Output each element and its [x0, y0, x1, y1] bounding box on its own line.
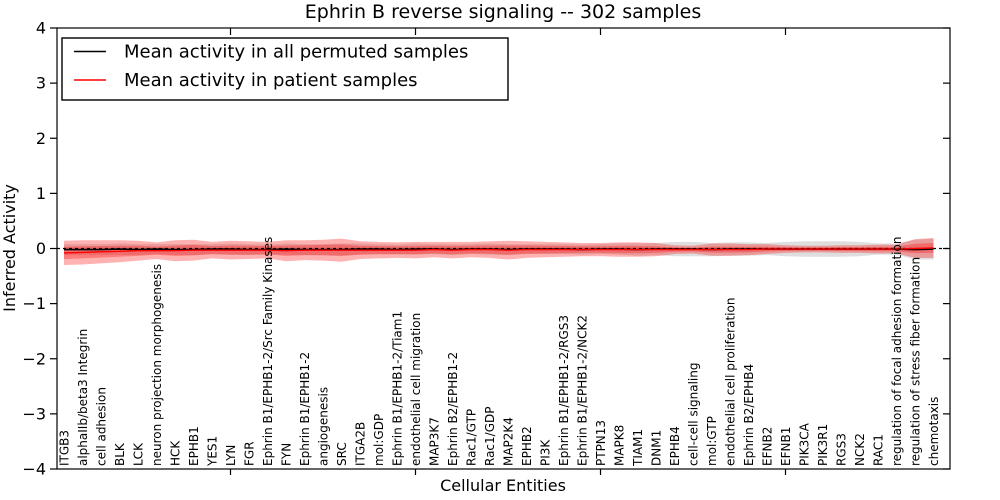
y-tick-label: 4: [36, 19, 46, 38]
y-tick-label: −3: [22, 404, 46, 423]
y-axis-label: Inferred Activity: [0, 184, 19, 312]
mean-line-series-1: [63, 247, 934, 254]
x-tick-label: FGR: [243, 441, 257, 466]
x-tick-label: NCK2: [853, 433, 867, 466]
x-tick-label: Ephrin B2/EPHB4: [742, 364, 756, 466]
x-tick-label: Ephrin B2/EPHB1-2: [446, 352, 460, 466]
x-tick-label: EPHB4: [668, 426, 682, 466]
y-tick-label: 1: [36, 184, 46, 203]
x-tick-label: angiogenesis: [317, 387, 331, 466]
x-tick-label: RAC1: [872, 434, 886, 466]
x-tick-label: regulation of stress fiber formation: [909, 257, 923, 466]
x-tick-label: MAPK8: [613, 425, 627, 466]
x-tick-label: ITGB3: [58, 430, 72, 466]
band-series-1: [64, 238, 934, 265]
x-tick-label: chemotaxis: [927, 397, 941, 466]
x-tick-label: Rac1/GTP: [465, 409, 479, 466]
x-tick-label: Ephrin B1/EPHB1-2/Tiam1: [391, 311, 405, 466]
y-tick-label: −2: [22, 349, 46, 368]
x-tick-label: Ephrin B1/EPHB1-2: [298, 352, 312, 466]
y-tick-label: −4: [22, 460, 46, 479]
x-tick-label: endothelial cell proliferation: [724, 298, 738, 466]
x-tick-label: endothelial cell migration: [409, 313, 423, 466]
x-tick-label: YES1: [206, 436, 220, 467]
x-tick-label: Rac1/GDP: [483, 407, 497, 466]
x-tick-label: cell-cell signaling: [687, 363, 701, 467]
legend-label-1: Mean activity in patient samples: [124, 70, 418, 91]
x-tick-label: regulation of focal adhesion formation: [890, 237, 904, 466]
x-tick-label: cell adhesion: [95, 387, 109, 466]
legend-label-0: Mean activity in all permuted samples: [124, 42, 468, 63]
x-tick-label: MAP3K7: [428, 417, 442, 466]
x-tick-label: EPHB1: [187, 426, 201, 466]
x-tick-label: LYN: [224, 445, 238, 466]
band-inner-series-1: [64, 243, 934, 259]
x-tick-label: RGS3: [835, 433, 849, 466]
x-tick-label: alphaIIb/beta3 Integrin: [76, 329, 90, 466]
x-tick-label: ITGA2B: [354, 422, 368, 466]
axes-layer: 4 3 2 1 0 −1 −2 −3 −4: [22, 19, 951, 479]
legend-box: [61, 37, 509, 101]
x-tick-label: Ephrin B1/EPHB1-2/RGS3: [557, 315, 571, 466]
band-layer: [64, 238, 934, 265]
x-tick-label: neuron projection morphogenesis: [150, 264, 164, 466]
x-tick-label: EFNB2: [761, 427, 775, 466]
y-tick-label: −1: [22, 294, 46, 313]
x-tick-label: mol:GDP: [372, 414, 386, 466]
x-axis-label: Cellular Entities: [440, 476, 566, 495]
x-tick-label: EPHB2: [520, 426, 534, 466]
x-tick-label: Ephrin B1/EPHB1-2/Src Family Kinases: [261, 237, 275, 466]
y-tick-label: 2: [36, 129, 46, 148]
x-tick-label: HCK: [169, 440, 183, 466]
chart-title: Ephrin B reverse signaling -- 302 sample…: [305, 1, 701, 23]
mean-line-layer: [63, 247, 934, 254]
x-tick-label: MAP2K4: [502, 417, 516, 466]
y-tick-label: 3: [36, 74, 46, 93]
x-tick-label: BLK: [113, 442, 127, 466]
legend: Mean activity in all permuted samples Mea…: [61, 37, 509, 101]
x-tick-label: LCK: [132, 442, 146, 466]
x-tick-label: mol:GTP: [705, 416, 719, 466]
x-tick-label: DNM1: [650, 430, 664, 466]
x-tick-label: Ephrin B1/EPHB1-2/NCK2: [576, 315, 590, 466]
x-tick-label: SRC: [335, 442, 349, 466]
x-tick-label: PIK3R1: [816, 424, 830, 466]
x-tick-label: PI3K: [539, 439, 553, 466]
x-tick-label: TIAM1: [631, 429, 645, 467]
x-tick-label: PIK3CA: [798, 422, 812, 466]
y-tick-label: 0: [36, 239, 46, 258]
x-tick-label-layer: ITGB3 alphaIIb/beta3 Integrin cell adhesio…: [58, 237, 942, 467]
x-tick-label: EFNB1: [779, 427, 793, 466]
x-tick-label: FYN: [280, 443, 294, 466]
x-tick-label: PTPN13: [594, 420, 608, 466]
